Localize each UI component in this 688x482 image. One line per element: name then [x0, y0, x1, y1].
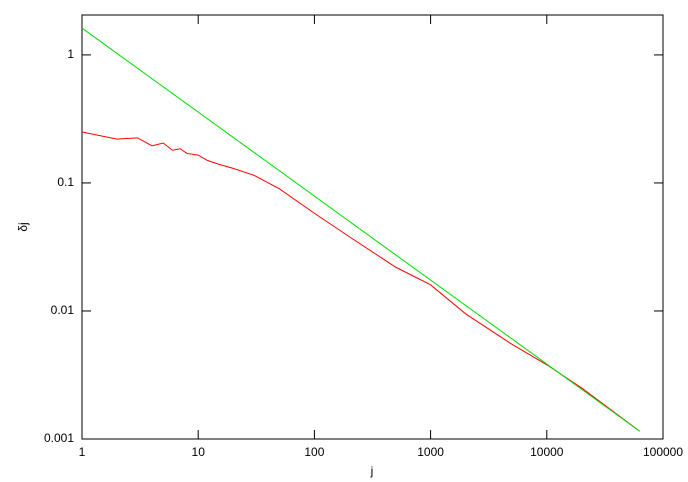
plot-frame	[81, 14, 664, 440]
x-tick-label: 10	[192, 445, 206, 459]
x-tick-label: 100	[304, 445, 324, 459]
y-tick-label: 0.01	[51, 303, 75, 317]
y-tick-label: 1	[67, 47, 74, 61]
x-tick-label: 1	[79, 445, 86, 459]
x-tick-label: 100000	[643, 445, 683, 459]
data-line	[81, 27, 640, 432]
y-axis-label: δj	[16, 222, 30, 231]
y-tick-label: 0.001	[44, 431, 74, 445]
x-tick-label: 10000	[530, 445, 564, 459]
data-line	[81, 131, 640, 432]
x-axis-label: j	[370, 464, 374, 478]
x-tick-label: 1000	[417, 445, 444, 459]
y-tick-label: 0.1	[57, 175, 74, 189]
